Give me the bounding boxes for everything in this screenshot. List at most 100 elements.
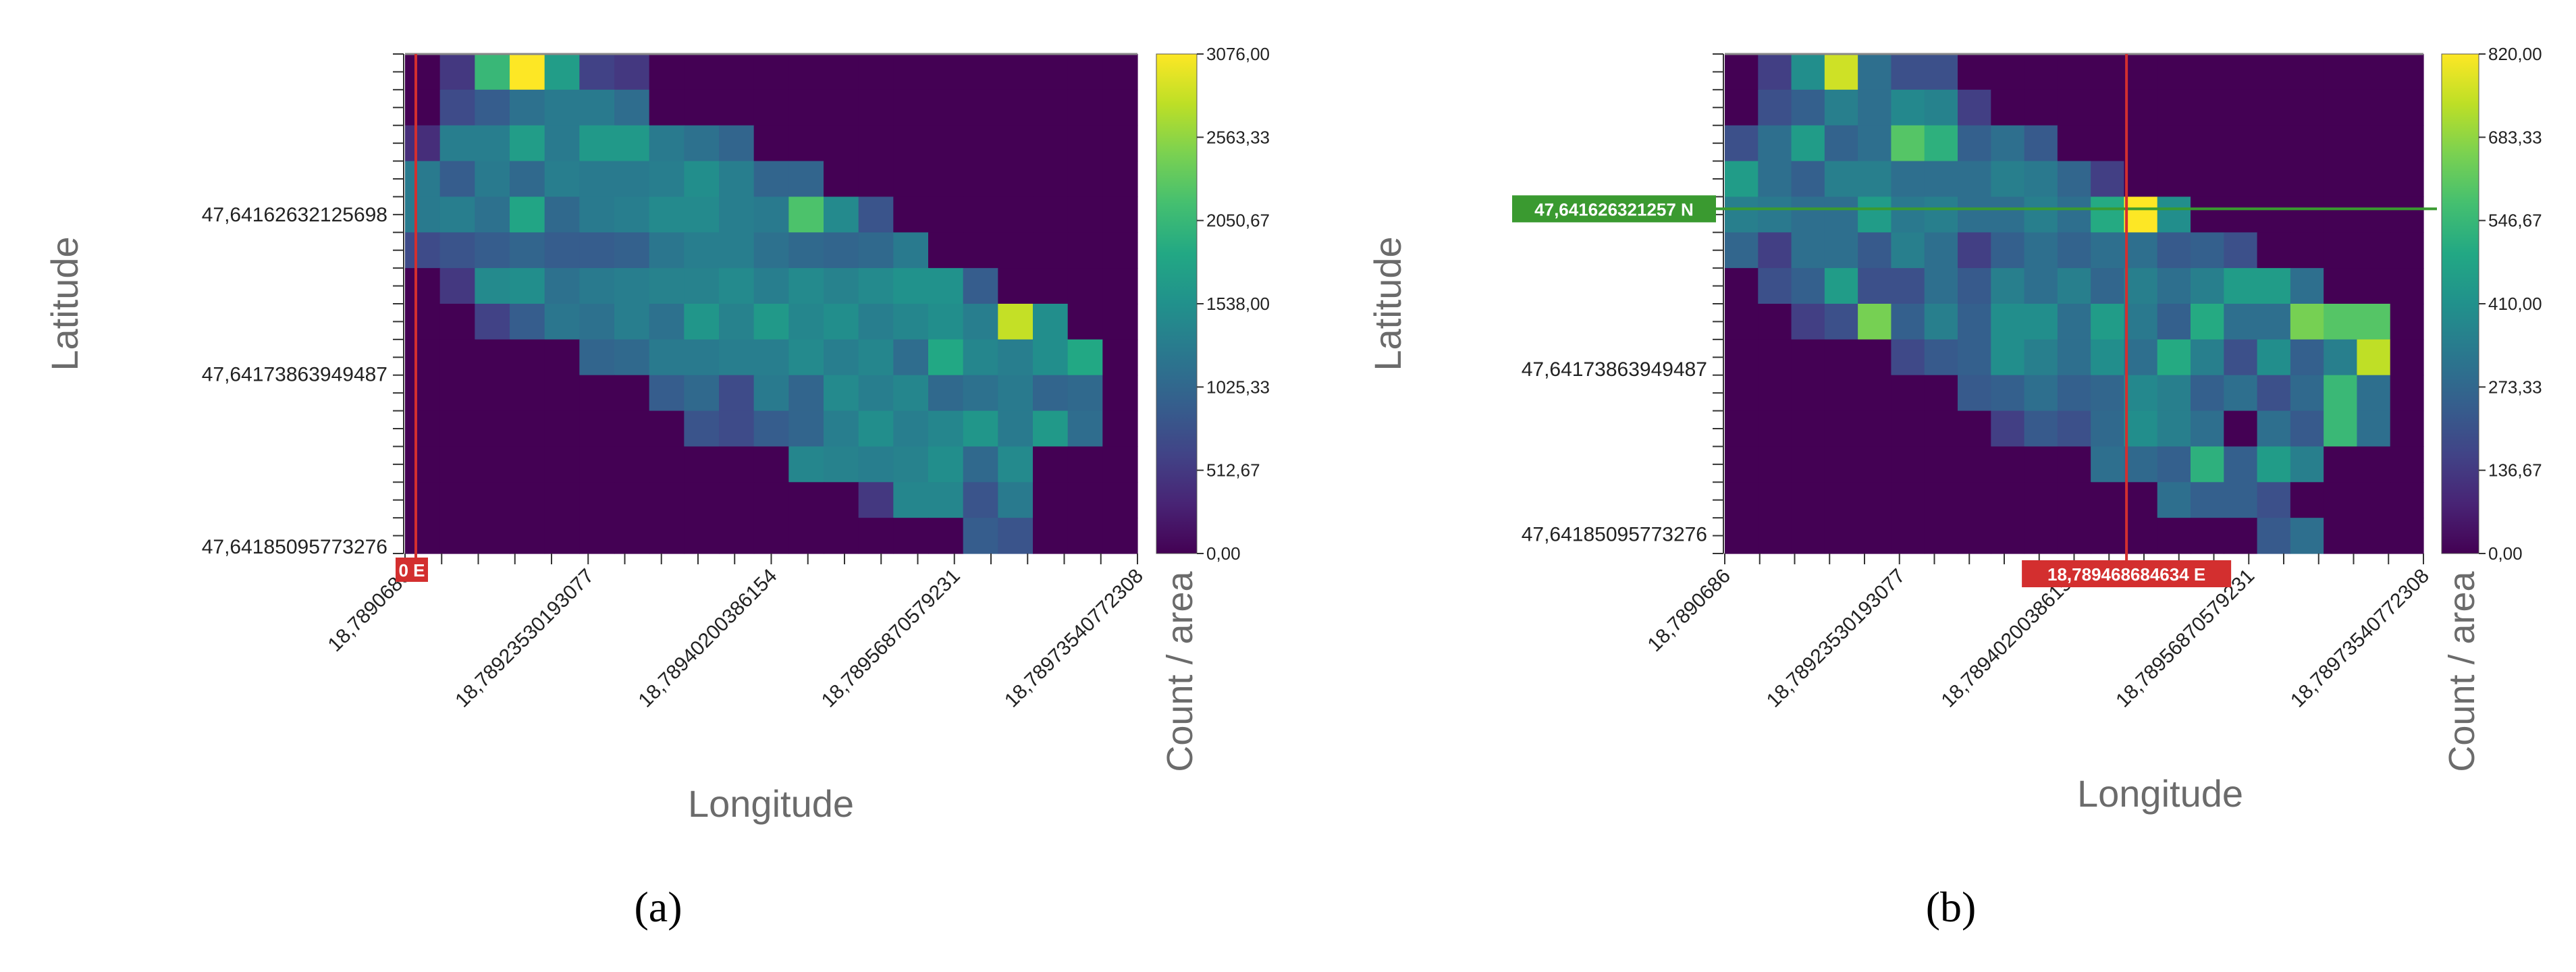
heatmap-cell <box>2124 232 2158 269</box>
heatmap-cell <box>2191 304 2224 340</box>
heatmap-cell <box>1891 161 1925 198</box>
heatmap-cell <box>1824 410 1858 448</box>
heatmap-cell <box>2091 196 2125 233</box>
heatmap-cell <box>2224 125 2258 162</box>
heatmap-cell <box>2091 375 2125 412</box>
heatmap-cell <box>1791 54 1825 90</box>
heatmap-cell <box>2290 410 2324 448</box>
heatmap-cell <box>2191 446 2224 483</box>
heatmap-cell <box>2324 161 2358 198</box>
heatmap-cell <box>2324 304 2358 340</box>
heatmap-cell <box>1725 482 1759 518</box>
colorbar-tick-label: 683,33 <box>2488 127 2542 147</box>
heatmap-cell <box>2257 54 2291 90</box>
panel-label: (b) <box>1926 883 1977 931</box>
heatmap-cell <box>2191 375 2224 412</box>
heatmap-cell <box>1791 410 1825 448</box>
heatmap-cell <box>1033 89 1069 126</box>
heatmap-cell <box>439 304 475 340</box>
heatmap-cell <box>1791 375 1825 412</box>
heatmap-cell <box>1891 232 1925 269</box>
heatmap-cell <box>1924 339 1958 376</box>
heatmap-cell <box>1791 232 1825 269</box>
heatmap-cell <box>824 304 859 340</box>
colorbar-tick-label: 1025,33 <box>1206 377 1270 397</box>
heatmap-cell <box>2257 410 2291 448</box>
heatmap-cell <box>788 196 824 233</box>
heatmap-cell <box>2224 304 2258 340</box>
heatmap-cell <box>2290 518 2324 554</box>
heatmap-cell <box>1824 304 1858 340</box>
heatmap-cell <box>2224 89 2258 126</box>
heatmap-cell <box>614 304 650 340</box>
heatmap-cell <box>2357 482 2391 518</box>
heatmap-cell <box>405 161 441 198</box>
heatmap-cell <box>2390 446 2424 483</box>
y-tick-label: 47,64173863949487 <box>202 364 387 386</box>
heatmap-cell <box>893 196 929 233</box>
heatmap-cell <box>684 232 720 269</box>
heatmap-cell <box>475 196 510 233</box>
heatmap-cell <box>1924 232 1958 269</box>
heatmap-cell <box>510 268 545 304</box>
heatmap-cell <box>1991 125 2025 162</box>
heatmap-cell <box>1991 161 2025 198</box>
heatmap-cell <box>405 518 441 554</box>
heatmap-cell <box>439 196 475 233</box>
heatmap-cell <box>2324 54 2358 90</box>
heatmap-cell <box>579 410 615 448</box>
heatmap-cell <box>893 339 929 376</box>
heatmap-cell <box>2157 410 2191 448</box>
heatmap-cell <box>475 304 510 340</box>
heatmap-cell <box>2091 339 2125 376</box>
heatmap-cell <box>963 410 998 448</box>
heatmap-cell <box>475 339 510 376</box>
heatmap-cell <box>1991 518 2025 554</box>
colorbar-tick-label: 410,00 <box>2488 294 2542 314</box>
heatmap-cell <box>2390 304 2424 340</box>
heatmap-cell <box>1102 375 1138 412</box>
heatmap-cell <box>1924 268 1958 304</box>
heatmap-cell <box>649 482 685 518</box>
heatmap-cell <box>753 410 789 448</box>
heatmap-cell <box>824 518 859 554</box>
heatmap-cell <box>1958 161 1991 198</box>
heatmap-cell <box>824 232 859 269</box>
heatmap-cell <box>824 268 859 304</box>
heatmap-cell <box>858 196 894 233</box>
y-tick-label: 47,64173863949487 <box>1522 358 1707 381</box>
heatmap-cell <box>2157 196 2191 233</box>
heatmap-cell <box>1858 482 1892 518</box>
heatmap-cell <box>1958 125 1991 162</box>
heatmap-cell <box>2057 125 2091 162</box>
heatmap-cell <box>1033 125 1069 162</box>
heatmap-cell <box>2357 518 2391 554</box>
heatmap-cell <box>649 304 685 340</box>
heatmap-cell <box>928 89 964 126</box>
heatmap-cell <box>510 89 545 126</box>
heatmap-cell <box>2091 268 2125 304</box>
x-axis-title: Longitude <box>688 782 854 825</box>
heatmap-cell <box>649 410 685 448</box>
heatmap-cell <box>405 268 441 304</box>
heatmap-cell <box>858 125 894 162</box>
heatmap-cell <box>1102 54 1138 90</box>
heatmap-cell <box>2057 482 2091 518</box>
heatmap-cell <box>510 232 545 269</box>
heatmap-cell <box>2324 339 2358 376</box>
heatmap-cell <box>788 339 824 376</box>
heatmap-cell <box>893 161 929 198</box>
heatmap-cell <box>544 161 580 198</box>
heatmap-cell <box>1991 196 2025 233</box>
heatmap-cell <box>2324 410 2358 448</box>
heatmap-cell <box>928 196 964 233</box>
heatmap-cell <box>1858 410 1892 448</box>
heatmap-cell <box>544 196 580 233</box>
heatmap-cell <box>753 304 789 340</box>
heatmap-cell <box>893 410 929 448</box>
heatmap-cell <box>2124 518 2158 554</box>
heatmap-cell <box>475 232 510 269</box>
heatmap-cell <box>1858 304 1892 340</box>
heatmap-cell <box>858 482 894 518</box>
heatmap-cell <box>614 89 650 126</box>
